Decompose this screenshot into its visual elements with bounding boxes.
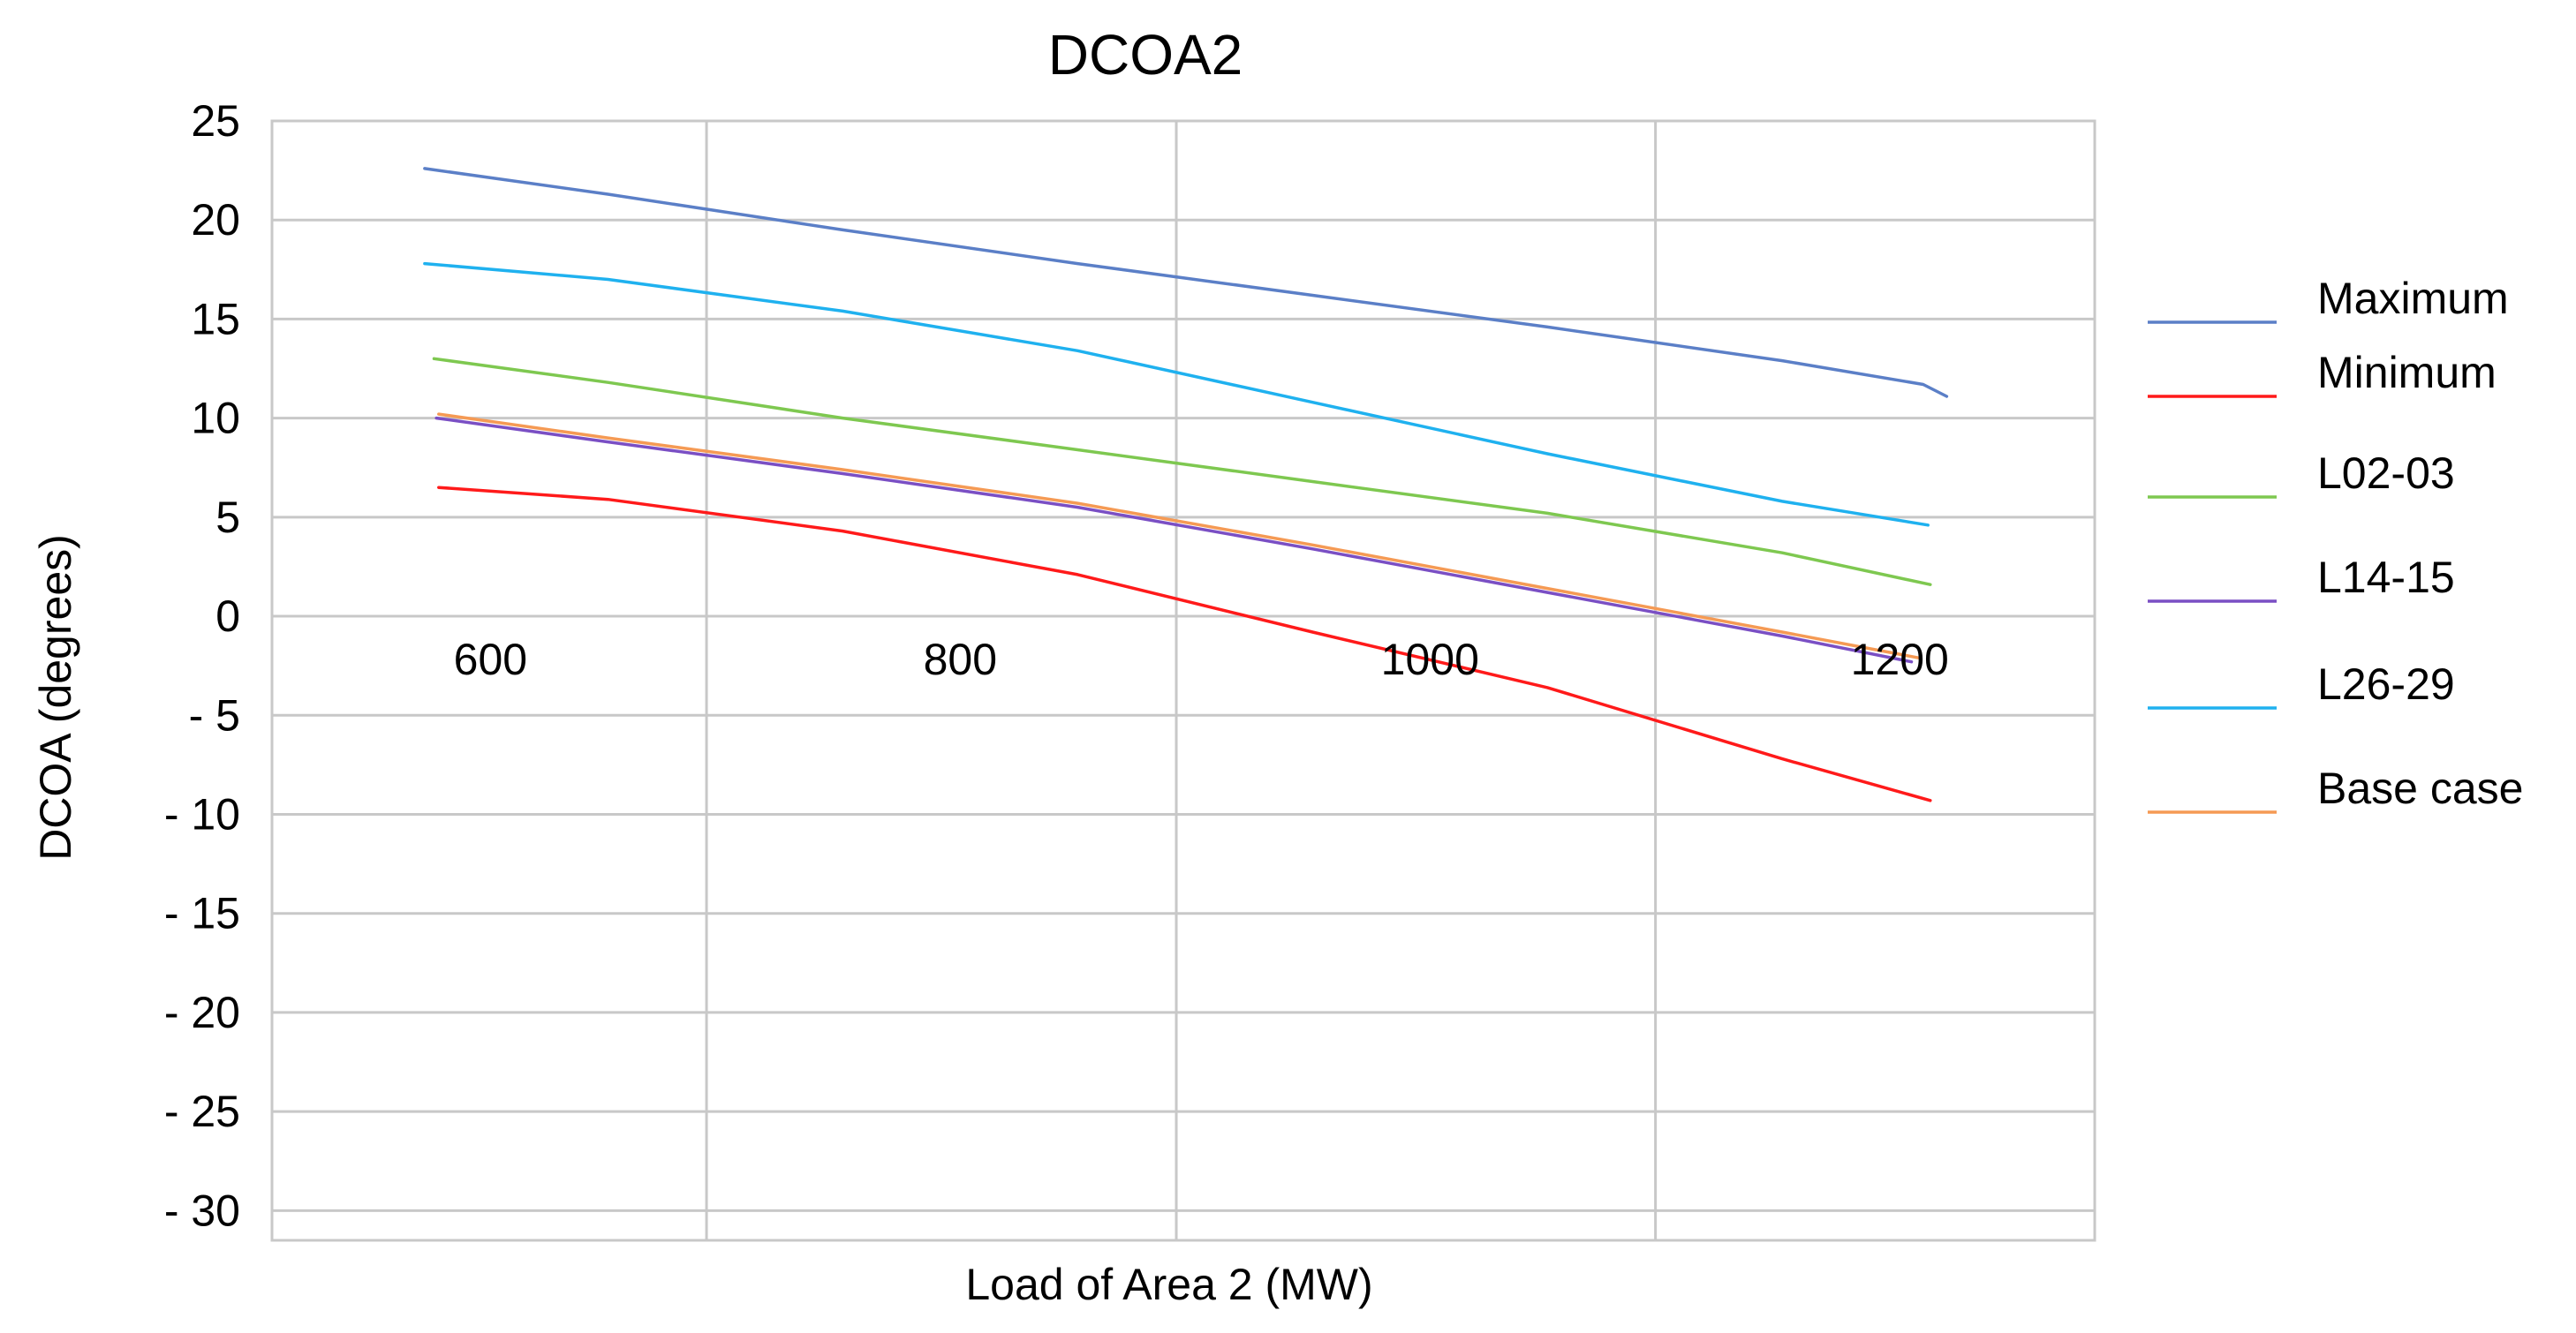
legend-label-maximum: Maximum bbox=[2317, 274, 2509, 323]
x-tick-label: 1000 bbox=[1381, 635, 1479, 684]
y-tick-label: - 5 bbox=[189, 690, 240, 740]
series-line-minimum bbox=[437, 486, 1932, 802]
legend-label-base-case: Base case bbox=[2317, 764, 2523, 813]
legend-label-l14-15: L14-15 bbox=[2317, 553, 2455, 602]
plot-area-border bbox=[270, 119, 2096, 1242]
chart-title: DCOA2 bbox=[1048, 23, 1243, 87]
series-line-l14-15 bbox=[434, 416, 1914, 664]
legend-label-minimum: Minimum bbox=[2317, 348, 2497, 397]
x-tick-label: 1200 bbox=[1851, 635, 1949, 684]
y-tick-label: 10 bbox=[191, 394, 240, 443]
series-layer bbox=[423, 167, 1949, 802]
y-tick-label: - 30 bbox=[164, 1186, 240, 1235]
y-axis-label: DCOA (degrees) bbox=[31, 534, 80, 861]
y-tick-label: 20 bbox=[191, 195, 240, 245]
legend-label-l02-03: L02-03 bbox=[2317, 448, 2455, 498]
legend: Maximum Minimum L02-03 L14-15 L26-29 Base cas… bbox=[2148, 274, 2523, 814]
legend-label-l26-29: L26-29 bbox=[2317, 659, 2455, 709]
x-tick-label: 800 bbox=[924, 635, 997, 684]
tick-labels: 25 20 15 10 5 0 - 5 - 10 - 15 - 20 - 25 - 30 600 800 1… bbox=[164, 96, 1949, 1235]
y-tick-label: - 25 bbox=[164, 1087, 240, 1136]
y-tick-label: 15 bbox=[191, 294, 240, 343]
x-axis-label: Load of Area 2 (MW) bbox=[965, 1260, 1372, 1309]
y-tick-label: 25 bbox=[191, 96, 240, 146]
series-line-l02-03 bbox=[432, 357, 1932, 586]
y-tick-label: - 15 bbox=[164, 889, 240, 938]
series-line-base-case bbox=[437, 412, 1921, 659]
y-tick-label: 0 bbox=[215, 591, 240, 641]
series-line-l26-29 bbox=[423, 261, 1930, 527]
x-tick-label: 600 bbox=[454, 635, 527, 684]
series-line-maximum bbox=[423, 167, 1949, 398]
y-tick-label: - 20 bbox=[164, 988, 240, 1037]
grid bbox=[272, 119, 2095, 1240]
y-tick-label: 5 bbox=[215, 493, 240, 542]
y-tick-label: - 10 bbox=[164, 789, 240, 839]
